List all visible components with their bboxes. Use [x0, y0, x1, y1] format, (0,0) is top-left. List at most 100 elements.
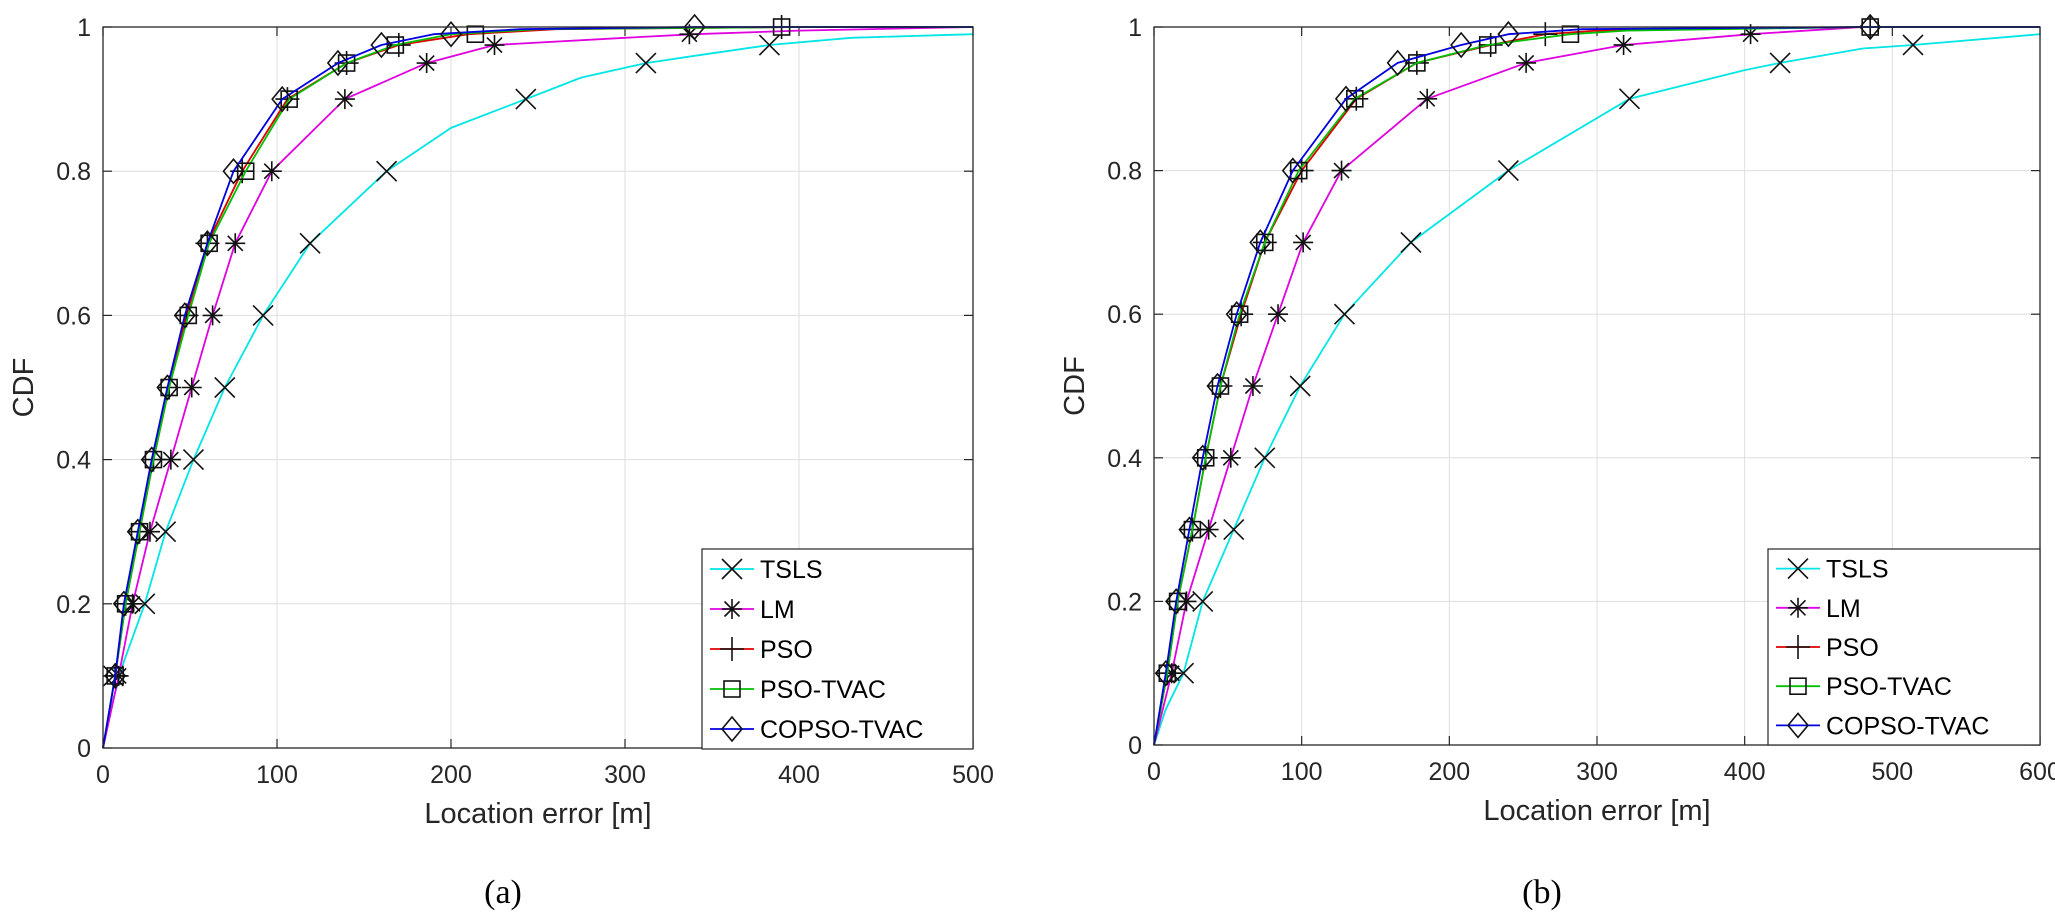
data-point-lm — [160, 449, 181, 470]
data-point-copso-tvac — [1225, 300, 1248, 328]
x-tick-label: 200 — [430, 761, 472, 789]
legend-marker-copso-tvac — [720, 715, 744, 743]
data-point-lm — [1293, 232, 1314, 253]
y-tick-label: 0 — [1128, 732, 1142, 760]
x-tick-label: 100 — [256, 761, 298, 789]
x-tick-label: 100 — [1281, 758, 1323, 786]
data-point-lm — [202, 305, 223, 326]
series-copso-tvac — [1153, 13, 2040, 746]
data-point-lm — [334, 89, 355, 110]
legend-label-pso: PSO — [760, 636, 813, 664]
y-tick-label: 0.2 — [1107, 588, 1142, 616]
caption-b: (b) — [1522, 874, 1562, 911]
data-point-copso-tvac — [683, 13, 706, 41]
x-axis-label: Location error [m] — [1483, 795, 1710, 827]
data-point-tsls — [252, 304, 274, 326]
data-point-copso-tvac — [104, 662, 127, 690]
y-tick-label: 0.4 — [1107, 445, 1142, 473]
axes-box — [1153, 26, 2041, 746]
data-point-lm — [484, 35, 505, 56]
chart-panel-a: 0 100 200 300 400 500 0 0.2 0.4 0.6 0.8 1 Location e… — [8, 13, 994, 830]
y-tick-label: 0 — [77, 735, 91, 763]
data-point-lm — [261, 161, 282, 182]
data-point-tsls — [1902, 34, 1924, 56]
legend-marker-tsls — [1787, 558, 1809, 580]
data-point-lm — [1516, 52, 1537, 73]
data-point-tsls — [376, 160, 398, 182]
data-point-tsls — [1618, 88, 1641, 110]
y-tick-label: 0.8 — [56, 158, 91, 186]
data-point-copso-tvac — [1450, 31, 1473, 59]
legend-marker-tsls — [721, 558, 743, 580]
series-line-tsls — [1153, 33, 2041, 746]
data-point-tsls — [182, 449, 205, 471]
legend-label-pso-tvac: PSO-TVAC — [760, 676, 886, 704]
data-point-copso-tvac — [1178, 516, 1201, 543]
y-tick-label: 1 — [77, 14, 91, 42]
data-point-pso-tvac — [386, 36, 405, 54]
data-point-lm — [1268, 304, 1289, 325]
legend: TSLS LM PSO PSO-TVAC COPSO-TVAC — [701, 548, 974, 750]
legend: TSLS LM PSO PSO-TVAC COPSO-TVAC — [1767, 548, 2041, 746]
y-axis-label: CDF — [1059, 356, 1091, 416]
data-point-lm — [1331, 160, 1352, 181]
y-axis-label: CDF — [8, 358, 40, 418]
data-point-copso-tvac — [222, 157, 245, 185]
legend-label-copso-tvac: COPSO-TVAC — [760, 716, 923, 744]
x-tick-label: 0 — [96, 761, 110, 789]
data-point-copso-tvac — [1191, 444, 1214, 472]
y-tick-label: 0.4 — [56, 447, 91, 475]
data-point-tsls — [1289, 375, 1311, 397]
x-tick-label: 400 — [778, 761, 820, 789]
data-point-lm — [416, 53, 437, 74]
data-point-copso-tvac — [126, 518, 149, 545]
data-point-copso-tvac — [1281, 157, 1304, 184]
data-point-tsls — [155, 521, 177, 543]
data-point-copso-tvac — [1154, 659, 1177, 687]
legend-marker-copso-tvac — [1786, 712, 1810, 739]
data-point-copso-tvac — [173, 302, 196, 329]
caption-a: (a) — [484, 874, 522, 911]
data-point-copso-tvac — [1334, 85, 1358, 113]
data-point-tsls — [1333, 303, 1356, 325]
legend-marker-lm — [722, 599, 742, 619]
legend-label-pso: PSO — [1826, 634, 1879, 662]
data-point-tsls — [1254, 447, 1276, 469]
data-point-tsls — [1172, 662, 1195, 684]
x-tick-label: 300 — [1576, 758, 1618, 786]
series-line-tsls — [102, 33, 974, 749]
data-point-tsls — [1223, 519, 1245, 541]
data-point-copso-tvac — [326, 49, 349, 77]
series-line-pso-tvac — [102, 26, 973, 749]
legend-label-pso-tvac: PSO-TVAC — [1826, 673, 1952, 701]
series-copso-tvac — [102, 13, 973, 749]
series-pso-tvac — [102, 18, 973, 749]
data-point-tsls — [299, 232, 321, 254]
x-tick-label: 500 — [1871, 758, 1913, 786]
data-point-tsls — [758, 34, 780, 56]
data-point-copso-tvac — [370, 31, 393, 59]
data-point-lm — [225, 233, 246, 254]
data-point-copso-tvac — [112, 590, 135, 618]
y-tick-label: 0.6 — [1107, 301, 1142, 329]
data-point-lm — [1198, 519, 1219, 540]
data-point-copso-tvac — [140, 446, 163, 473]
data-point-pso-tvac — [1478, 36, 1497, 54]
y-tick-label: 0.8 — [1107, 158, 1142, 186]
data-point-copso-tvac — [1249, 229, 1272, 256]
data-point-pso-tvac — [1408, 54, 1426, 72]
data-point-pso-tvac — [466, 25, 485, 44]
x-tick-label: 500 — [952, 761, 994, 789]
y-tick-label: 1 — [1128, 14, 1142, 42]
data-point-tsls — [214, 376, 236, 399]
data-point-copso-tvac — [1165, 588, 1188, 615]
data-point-copso-tvac — [156, 374, 179, 401]
legend-marker-pso — [1786, 635, 1810, 659]
x-tick-label: 400 — [1724, 758, 1766, 786]
y-tick-label: 0.6 — [56, 302, 91, 330]
data-point-tsls — [1497, 160, 1519, 182]
data-point-copso-tvac — [271, 85, 294, 113]
data-point-tsls — [1192, 590, 1214, 612]
series-line-copso-tvac — [102, 26, 973, 749]
